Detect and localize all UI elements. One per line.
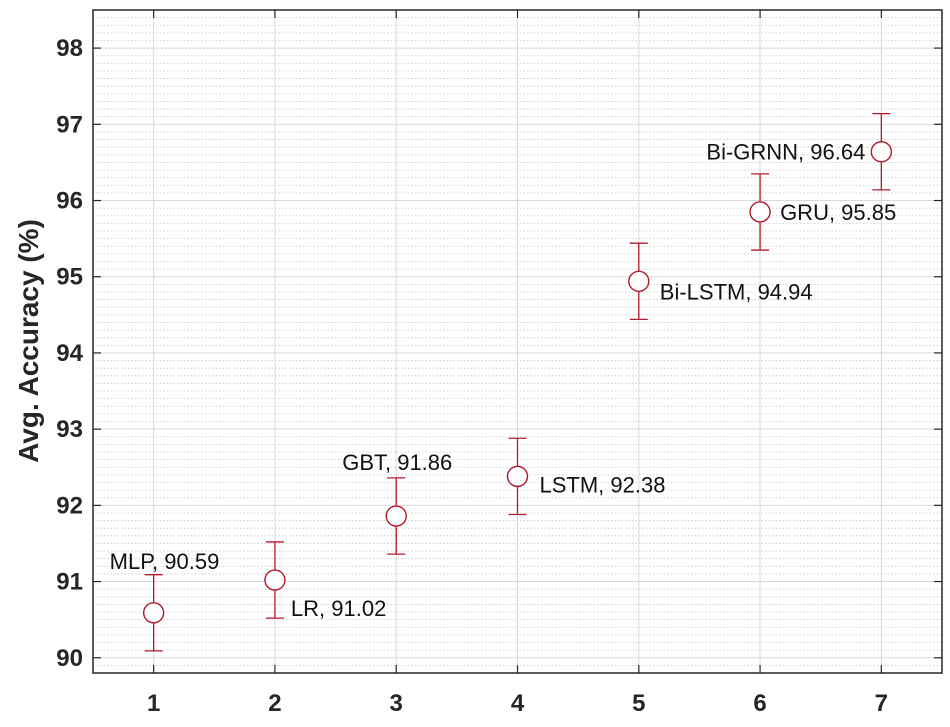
y-axis-title: Avg. Accuracy (%)	[13, 219, 44, 463]
axis-ticks	[93, 10, 942, 673]
data-point	[749, 201, 771, 223]
x-tick-label: 6	[753, 690, 766, 717]
data-label: GBT, 91.86	[342, 450, 452, 475]
data-labels: MLP, 90.59 LR, 91.02 GBT, 91.86 LSTM, 92.38…	[110, 140, 897, 621]
x-tick-label: 1	[147, 690, 160, 717]
x-tick-label: 3	[390, 690, 403, 717]
x-tick-label: 7	[875, 690, 888, 717]
y-tick-label: 90	[56, 645, 83, 672]
data-point	[506, 465, 529, 488]
y-tick-label: 91	[56, 569, 83, 596]
x-tick-label: 5	[632, 690, 645, 717]
data-marks	[142, 112, 893, 652]
y-tick-label: 93	[56, 416, 83, 443]
x-tick-labels: 1 2 3 4 5 6 7	[147, 690, 888, 717]
x-tick-label: 4	[511, 690, 525, 717]
y-tick-label: 98	[56, 35, 83, 62]
data-label: GRU, 95.85	[780, 200, 896, 225]
data-point	[870, 141, 893, 163]
y-tick-labels: 90 91 92 93 94 95 96 97 98	[56, 35, 83, 672]
y-tick-label: 95	[56, 264, 83, 291]
major-grid	[93, 10, 942, 673]
y-tick-label: 92	[56, 492, 83, 519]
data-point	[628, 270, 650, 292]
data-label: Bi-LSTM, 94.94	[660, 279, 813, 304]
data-point	[142, 602, 165, 624]
x-tick-label: 2	[268, 690, 281, 717]
data-point	[385, 505, 407, 527]
data-point	[264, 569, 286, 591]
y-tick-label: 97	[56, 111, 83, 138]
data-label: Bi-GRNN, 96.64	[706, 140, 865, 165]
y-tick-label: 94	[56, 340, 83, 367]
data-label: LR, 91.02	[291, 596, 386, 621]
y-tick-label: 96	[56, 188, 83, 215]
data-label: MLP, 90.59	[110, 549, 220, 574]
data-label: LSTM, 92.38	[540, 472, 666, 497]
